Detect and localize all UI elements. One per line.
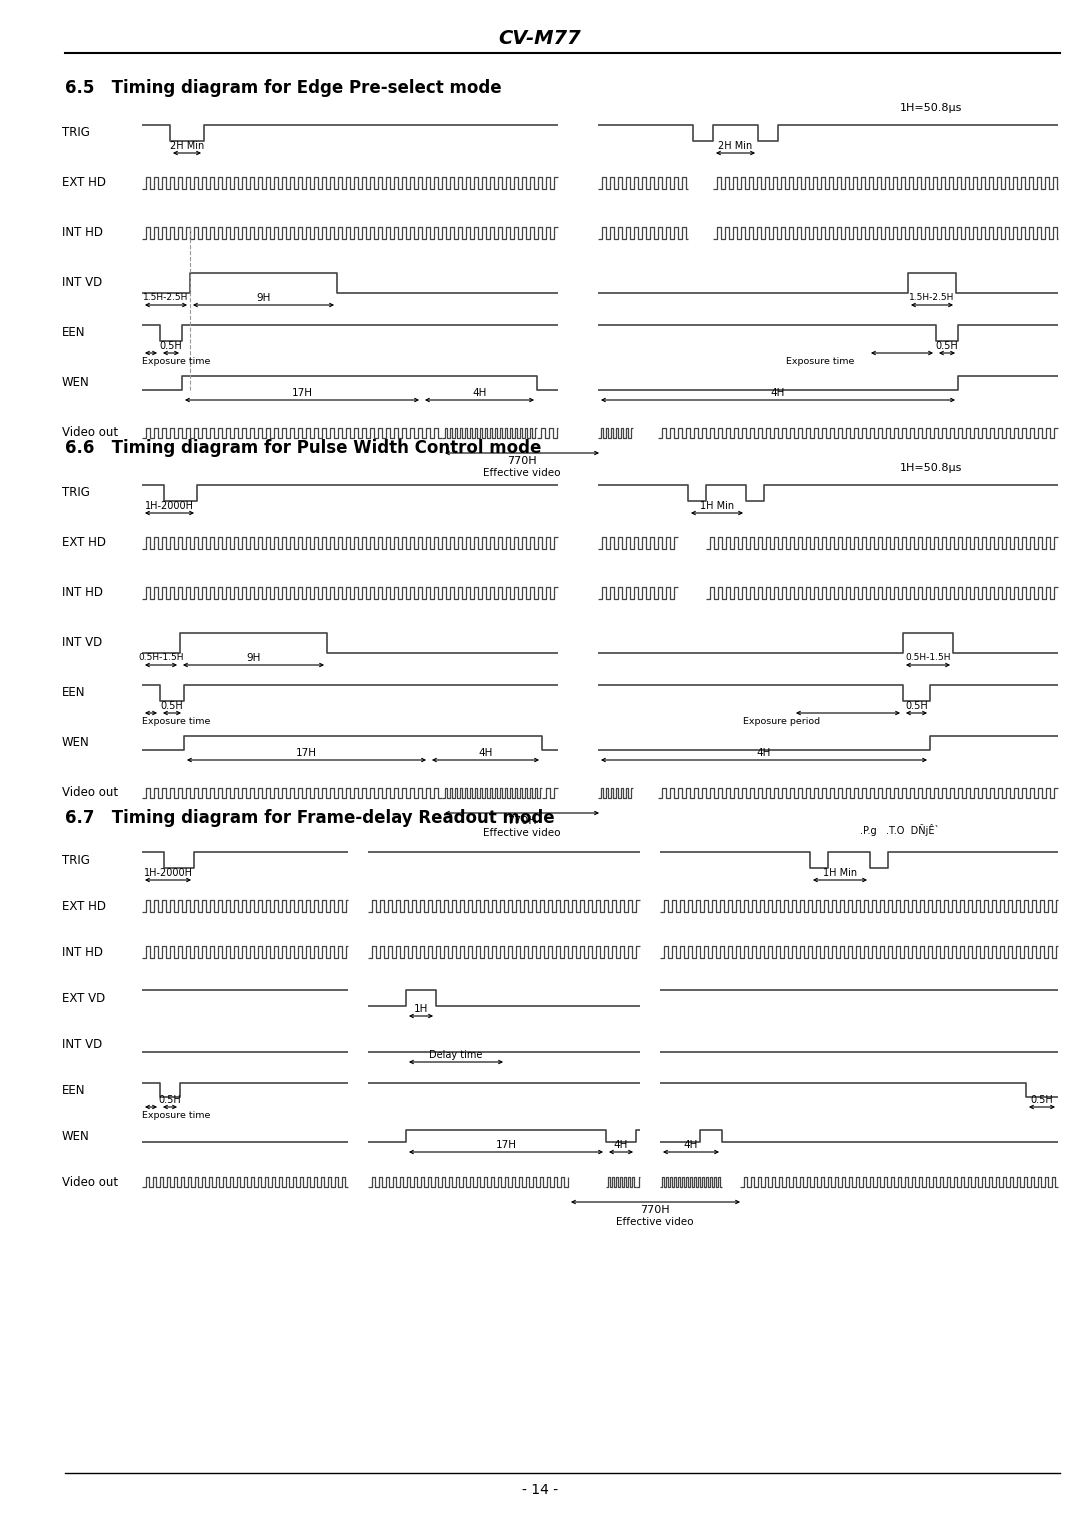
Text: INT VD: INT VD xyxy=(62,277,103,289)
Text: - 14 -: - 14 - xyxy=(522,1484,558,1497)
Text: 2H Min: 2H Min xyxy=(718,141,753,151)
Text: 4H: 4H xyxy=(472,388,487,397)
Text: .P.g   .T.O  DÑjÊ`: .P.g .T.O DÑjÊ` xyxy=(860,824,940,836)
Text: 1H Min: 1H Min xyxy=(700,501,734,510)
Text: INT HD: INT HD xyxy=(62,226,103,240)
Text: 6.6   Timing diagram for Pulse Width Control mode: 6.6 Timing diagram for Pulse Width Contr… xyxy=(65,439,541,457)
Text: WEN: WEN xyxy=(62,1129,90,1143)
Text: 770H: 770H xyxy=(508,455,537,466)
Text: Video out: Video out xyxy=(62,787,118,799)
Text: Exposure time: Exposure time xyxy=(786,358,854,367)
Text: 0.5H: 0.5H xyxy=(905,701,928,711)
Text: CV-M77: CV-M77 xyxy=(499,29,581,47)
Text: EEN: EEN xyxy=(62,1083,85,1097)
Text: EXT HD: EXT HD xyxy=(62,900,106,912)
Text: 6.5   Timing diagram for Edge Pre-select mode: 6.5 Timing diagram for Edge Pre-select m… xyxy=(65,79,501,96)
Text: Video out: Video out xyxy=(62,1175,118,1189)
Text: 1H=50.8μs: 1H=50.8μs xyxy=(900,463,962,474)
Text: TRIG: TRIG xyxy=(62,127,90,139)
Text: EEN: EEN xyxy=(62,686,85,700)
Text: INT VD: INT VD xyxy=(62,1038,103,1051)
Text: 9H: 9H xyxy=(256,293,271,303)
Text: TRIG: TRIG xyxy=(62,486,90,500)
Text: 0.5H-1.5H: 0.5H-1.5H xyxy=(138,654,184,663)
Text: Exposure time: Exposure time xyxy=(141,1111,211,1120)
Text: 1H Min: 1H Min xyxy=(823,868,858,879)
Text: INT HD: INT HD xyxy=(62,946,103,958)
Text: 2H Min: 2H Min xyxy=(170,141,204,151)
Text: Effective video: Effective video xyxy=(483,468,561,478)
Text: Effective video: Effective video xyxy=(483,828,561,837)
Text: 1H: 1H xyxy=(414,1004,428,1015)
Text: INT VD: INT VD xyxy=(62,637,103,649)
Text: 0.5H: 0.5H xyxy=(161,701,184,711)
Text: 4H: 4H xyxy=(771,388,785,397)
Text: Exposure time: Exposure time xyxy=(141,718,211,726)
Text: 4H: 4H xyxy=(684,1140,698,1151)
Text: 0.5H: 0.5H xyxy=(935,341,958,351)
Text: TRIG: TRIG xyxy=(62,854,90,866)
Text: 17H: 17H xyxy=(292,388,312,397)
Text: 0.5H: 0.5H xyxy=(159,1096,181,1105)
Text: WEN: WEN xyxy=(62,376,90,390)
Text: EXT HD: EXT HD xyxy=(62,536,106,550)
Text: 6.7   Timing diagram for Frame-delay Readout mode: 6.7 Timing diagram for Frame-delay Reado… xyxy=(65,808,555,827)
Text: Exposure time: Exposure time xyxy=(141,358,211,367)
Text: 9H: 9H xyxy=(246,652,260,663)
Text: 17H: 17H xyxy=(296,749,318,758)
Text: 1H=50.8μs: 1H=50.8μs xyxy=(900,102,962,113)
Text: INT HD: INT HD xyxy=(62,587,103,599)
Text: EXT VD: EXT VD xyxy=(62,992,105,1004)
Text: Effective video: Effective video xyxy=(617,1216,693,1227)
Text: Delay time: Delay time xyxy=(430,1050,483,1060)
Text: WEN: WEN xyxy=(62,736,90,750)
Text: 4H: 4H xyxy=(613,1140,629,1151)
Text: 0.5H-1.5H: 0.5H-1.5H xyxy=(905,654,950,663)
Text: 770H: 770H xyxy=(640,1206,670,1215)
Text: 0.5H: 0.5H xyxy=(1030,1096,1053,1105)
Text: 1.5H-2.5H: 1.5H-2.5H xyxy=(909,293,955,303)
Text: EXT HD: EXT HD xyxy=(62,177,106,189)
Text: Exposure period: Exposure period xyxy=(743,718,820,726)
Text: 4H: 4H xyxy=(757,749,771,758)
Text: EEN: EEN xyxy=(62,327,85,339)
Text: 1.5H-2.5H: 1.5H-2.5H xyxy=(144,293,189,303)
Text: 1H-2000H: 1H-2000H xyxy=(144,868,192,879)
Text: 1H-2000H: 1H-2000H xyxy=(145,501,194,510)
Text: 17H: 17H xyxy=(496,1140,516,1151)
Text: 4H: 4H xyxy=(478,749,492,758)
Text: Video out: Video out xyxy=(62,426,118,440)
Text: 0.5H: 0.5H xyxy=(160,341,183,351)
Text: 770H: 770H xyxy=(508,816,537,827)
